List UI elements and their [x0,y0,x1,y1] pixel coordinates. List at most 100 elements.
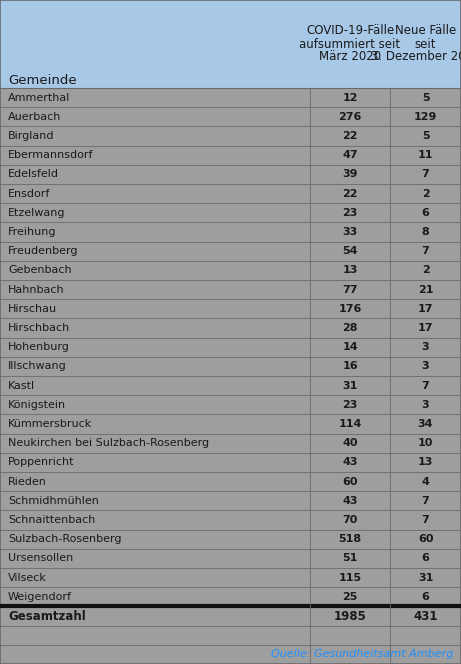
Bar [0,107,461,126]
Text: Kümmersbruck: Kümmersbruck [8,419,92,429]
Text: 54: 54 [342,246,358,256]
Text: 21: 21 [418,285,433,295]
Text: 22: 22 [342,131,358,141]
Text: Schnaittenbach: Schnaittenbach [8,515,95,525]
Bar [0,453,461,472]
Bar [0,222,461,242]
Text: 7: 7 [422,246,429,256]
Bar [0,645,461,664]
Text: Neue Fälle: Neue Fälle [395,25,456,37]
Bar [0,203,461,222]
Text: 47: 47 [342,150,358,160]
Text: März 2020: März 2020 [319,50,381,64]
Text: 17: 17 [418,304,433,314]
Text: 7: 7 [422,169,429,179]
Text: 70: 70 [343,515,358,525]
Text: Hahnbach: Hahnbach [8,285,65,295]
Text: 176: 176 [338,304,362,314]
Text: Rieden: Rieden [8,477,47,487]
Text: 51: 51 [343,553,358,563]
Text: 43: 43 [342,457,358,467]
Text: Hirschau: Hirschau [8,304,57,314]
Bar [0,472,461,491]
Text: Auerbach: Auerbach [8,112,61,122]
Text: 14: 14 [342,342,358,352]
Text: 3: 3 [422,342,429,352]
Text: Gemeinde: Gemeinde [8,74,77,86]
Text: 33: 33 [343,227,358,237]
Text: 28: 28 [342,323,358,333]
Text: Königstein: Königstein [8,400,66,410]
Text: Ensdorf: Ensdorf [8,189,50,199]
Text: 12: 12 [342,92,358,103]
Text: 77: 77 [342,285,358,295]
Text: Schmidhmühlen: Schmidhmühlen [8,496,99,506]
Text: 114: 114 [338,419,362,429]
Text: 10: 10 [418,438,433,448]
Text: 43: 43 [342,496,358,506]
Text: aufsummiert seit: aufsummiert seit [300,37,401,50]
Bar [0,434,461,453]
Text: COVID-19-Fälle: COVID-19-Fälle [306,25,394,37]
Text: Sulzbach-Rosenberg: Sulzbach-Rosenberg [8,535,122,544]
Text: Ebermannsdorf: Ebermannsdorf [8,150,94,160]
Bar [0,299,461,319]
Text: 7: 7 [422,496,429,506]
Bar [0,357,461,376]
Bar [0,165,461,184]
Text: Quelle: Gesundheitsamt Amberg: Quelle: Gesundheitsamt Amberg [271,649,453,659]
Text: 3. Dezember 2020: 3. Dezember 2020 [371,50,461,64]
Text: 2: 2 [422,266,429,276]
Text: 13: 13 [418,457,433,467]
Text: 7: 7 [422,515,429,525]
Bar [0,126,461,145]
Text: Gebenbach: Gebenbach [8,266,71,276]
Text: 22: 22 [342,189,358,199]
Text: 129: 129 [414,112,437,122]
Text: 31: 31 [418,572,433,582]
Bar [0,587,461,606]
Bar [0,261,461,280]
Bar [0,511,461,530]
Text: Illschwang: Illschwang [8,361,67,371]
Text: 1985: 1985 [334,610,366,623]
Bar [0,0,461,88]
Text: 17: 17 [418,323,433,333]
Bar [0,395,461,414]
Text: 2: 2 [422,189,429,199]
Bar [0,549,461,568]
Text: 276: 276 [338,112,362,122]
Text: Weigendorf: Weigendorf [8,592,72,602]
Text: 40: 40 [342,438,358,448]
Bar [0,414,461,434]
Bar [0,376,461,395]
Text: 5: 5 [422,92,429,103]
Text: 115: 115 [338,572,361,582]
Text: 34: 34 [418,419,433,429]
Bar [0,319,461,337]
Text: 8: 8 [422,227,429,237]
Bar [0,491,461,511]
Text: seit: seit [415,37,436,50]
Text: Etzelwang: Etzelwang [8,208,65,218]
Text: 6: 6 [421,208,430,218]
Bar [0,280,461,299]
Text: Hirschbach: Hirschbach [8,323,70,333]
Text: Poppenricht: Poppenricht [8,457,75,467]
Text: 6: 6 [421,592,430,602]
Text: Birgland: Birgland [8,131,54,141]
Bar [0,606,461,625]
Text: 23: 23 [343,208,358,218]
Text: Vilseck: Vilseck [8,572,47,582]
Text: 23: 23 [343,400,358,410]
Text: 5: 5 [422,131,429,141]
Text: Hohenburg: Hohenburg [8,342,70,352]
Text: Neukirchen bei Sulzbach-Rosenberg: Neukirchen bei Sulzbach-Rosenberg [8,438,209,448]
Text: Freihung: Freihung [8,227,57,237]
Bar [0,242,461,261]
Text: Edelsfeld: Edelsfeld [8,169,59,179]
Text: Ursensollen: Ursensollen [8,553,73,563]
Text: Freudenberg: Freudenberg [8,246,78,256]
Text: 13: 13 [343,266,358,276]
Text: 7: 7 [422,380,429,390]
